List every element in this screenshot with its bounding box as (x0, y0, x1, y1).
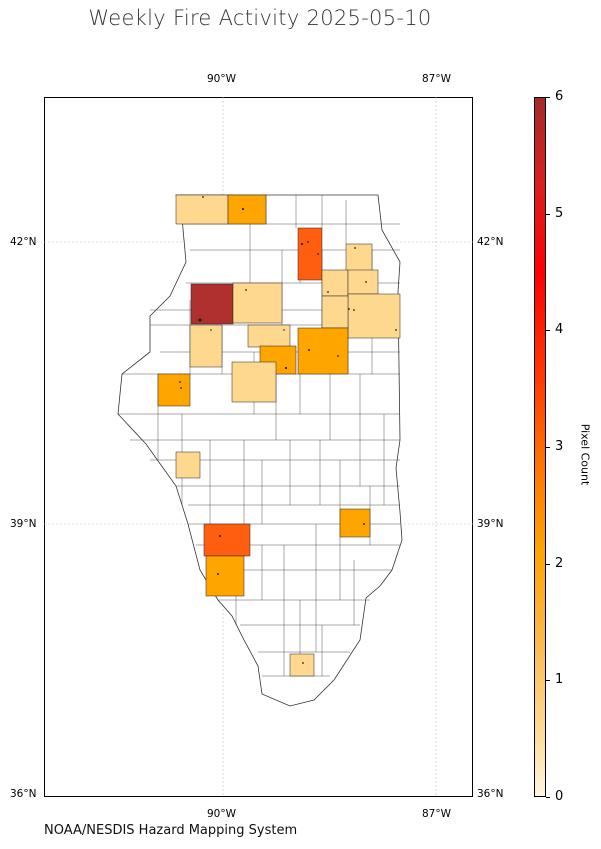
left-tick-39n: 39°N (10, 518, 37, 530)
county-stephenson (227, 194, 267, 225)
county-cook (347, 269, 379, 295)
county-warren (157, 373, 191, 407)
cb-label-4: 4 (555, 322, 564, 337)
cb-tickmark-0 (546, 797, 550, 798)
county-monroe (205, 555, 245, 597)
cb-tickmark-3 (546, 447, 550, 448)
cb-label-6: 6 (555, 89, 564, 104)
right-tick-39n: 39°N (477, 518, 504, 530)
data-credit: NOAA/NESDIS Hazard Mapping System (44, 823, 298, 838)
cb-tickmark-4 (546, 330, 550, 331)
left-tick-36n: 36°N (10, 788, 37, 800)
fire-points (179, 196, 397, 664)
colorbar-title: Pixel Count (578, 423, 592, 486)
county-lasalle (297, 327, 349, 375)
county-adams (175, 451, 201, 479)
cb-tickmark-1 (546, 680, 550, 681)
map-title: Weekly Fire Activity 2025-05-10 (88, 6, 432, 30)
cb-tickmark-6 (546, 97, 550, 98)
fire-counties (157, 194, 401, 677)
county-madison (203, 523, 251, 557)
cb-label-1: 1 (555, 672, 564, 687)
right-tick-42n: 42°N (477, 236, 504, 248)
county-kane (321, 269, 349, 297)
county-mchenry (345, 243, 373, 273)
cb-tickmark-5 (546, 214, 550, 215)
county-pope (289, 653, 315, 677)
top-tick-90w: 90°W (207, 73, 236, 85)
county-whiteside (190, 283, 234, 325)
county-marshall (231, 361, 277, 403)
cb-label-3: 3 (555, 439, 564, 454)
county-lee (232, 282, 283, 324)
county-jo-daviess (175, 194, 229, 225)
county-henry (189, 324, 223, 368)
map-frame (44, 97, 473, 797)
county-bureau (247, 324, 291, 348)
county-kendall (321, 295, 349, 329)
right-tick-36n: 36°N (477, 788, 504, 800)
top-tick-87w: 87°W (422, 73, 451, 85)
cb-label-2: 2 (555, 556, 564, 571)
cb-label-5: 5 (555, 206, 564, 221)
cb-tickmark-2 (546, 564, 550, 565)
colorbar (534, 97, 546, 797)
left-tick-42n: 42°N (10, 236, 37, 248)
bottom-tick-87w: 87°W (422, 808, 451, 820)
county-clark (339, 508, 371, 538)
county-will (347, 293, 401, 339)
bottom-tick-90w: 90°W (207, 808, 236, 820)
cb-label-0: 0 (555, 789, 564, 804)
